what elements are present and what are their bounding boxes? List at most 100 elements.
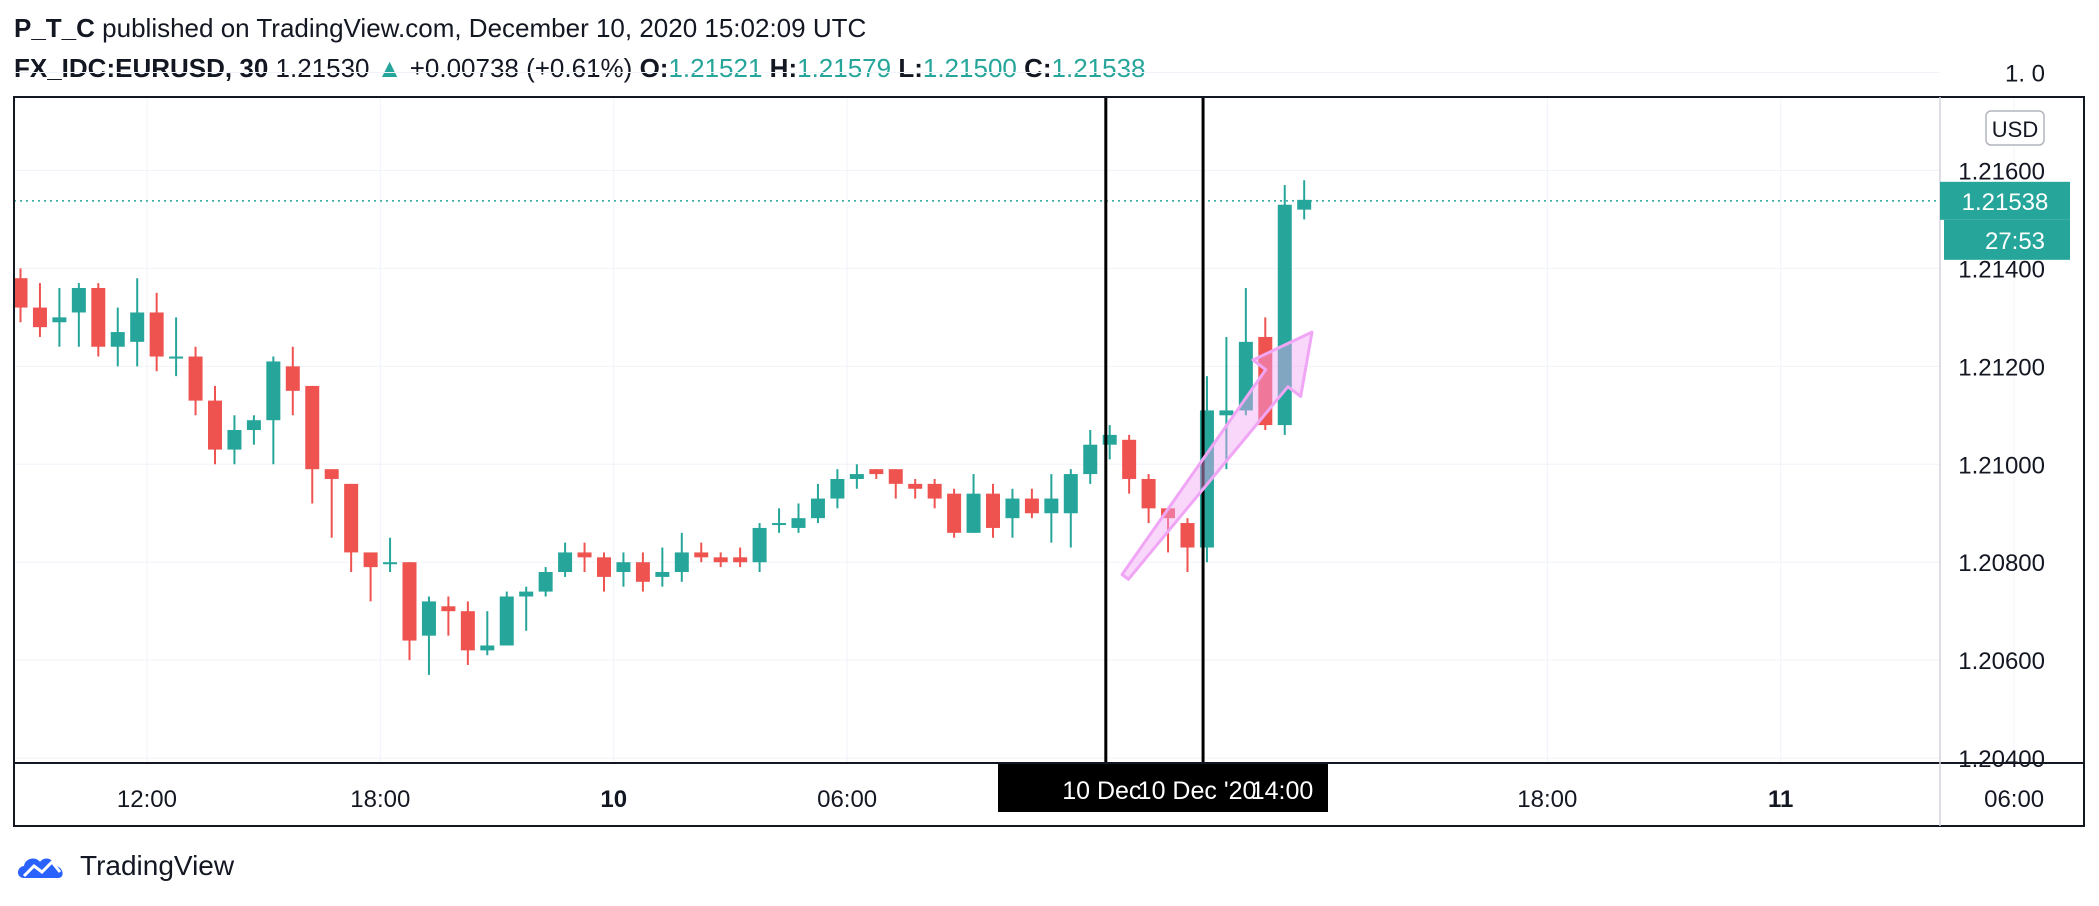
candle-body	[655, 572, 670, 577]
candle	[285, 346, 300, 416]
x-tick-label: 10	[600, 786, 627, 813]
candle-body	[208, 400, 222, 450]
candle-body	[1063, 474, 1078, 514]
candle	[149, 292, 164, 372]
x-tick-label: 11	[1768, 786, 1793, 813]
candle	[460, 601, 475, 666]
candle-body	[285, 366, 300, 391]
candle	[986, 483, 1000, 538]
ohlc-line: FX_IDC:EURUSD, 30 1.21530 ▲ +0.00738 (+0…	[14, 48, 1146, 88]
open-value: 1.21521	[668, 53, 763, 83]
candle	[266, 356, 281, 465]
candle-body	[149, 312, 164, 357]
candle-body	[1180, 523, 1195, 548]
candle-body	[752, 527, 767, 563]
candle	[227, 415, 242, 465]
candle-body	[966, 493, 981, 533]
candle-body	[441, 606, 456, 612]
candle-body	[1141, 478, 1156, 509]
candle	[597, 552, 611, 592]
high-value: 1.21579	[797, 53, 892, 83]
x-tick-label: 06:00	[1984, 786, 2044, 813]
candle-body	[869, 469, 884, 475]
axes	[13, 96, 2085, 827]
candle-body	[1122, 439, 1137, 479]
candle-body	[499, 596, 514, 646]
candle-body	[810, 498, 825, 519]
candle-body	[460, 611, 475, 651]
candle-body	[1277, 204, 1292, 426]
candle-body	[558, 552, 573, 573]
candle-body	[1102, 434, 1117, 445]
y-tick-label: 1.21400	[1958, 256, 2045, 283]
candle-body	[305, 385, 320, 470]
candle-body	[421, 601, 436, 636]
candle-body	[246, 420, 261, 430]
candle	[169, 317, 184, 377]
candle	[1102, 425, 1117, 460]
arrow-drawing	[1120, 330, 1314, 581]
symbol-label[interactable]: FX_IDC:EURUSD, 30	[14, 53, 269, 83]
candle-body	[266, 361, 281, 421]
chart-header: P_T_C published on TradingView.com, Dece…	[14, 8, 1146, 88]
price-tag-bg	[1940, 181, 2070, 220]
candle	[558, 542, 573, 577]
up-triangle-icon: ▲	[376, 53, 403, 83]
candle	[1219, 336, 1234, 470]
chart-frame	[13, 96, 2085, 827]
candle	[772, 508, 787, 533]
last-price: 1.21530	[275, 53, 370, 83]
time-label-2: 10 Dec '20	[1138, 777, 1257, 805]
candle-body	[538, 572, 553, 592]
candle	[947, 488, 962, 538]
candle	[305, 385, 320, 504]
candle-body	[91, 287, 106, 347]
candle	[519, 586, 534, 631]
candle	[71, 283, 86, 347]
time-label-box	[998, 764, 1328, 812]
candle-body	[635, 562, 650, 582]
countdown-bg	[1944, 219, 2070, 260]
candle	[849, 464, 864, 489]
y-tick-label: 1.21000	[1958, 452, 2045, 479]
candle	[1122, 434, 1137, 494]
y-tick-label: 1.21600	[1958, 158, 2045, 185]
cloud-logo-icon	[18, 858, 63, 878]
candle	[1005, 488, 1020, 538]
candle-body	[169, 356, 184, 359]
price-change: +0.00738 (+0.61%)	[409, 53, 633, 83]
candle	[32, 283, 47, 337]
y-tick-label: 1.20600	[1958, 648, 2045, 675]
candle-body	[849, 474, 864, 479]
candle-body	[519, 591, 534, 597]
y-tick-label: 1.20800	[1958, 550, 2045, 577]
currency-box	[1985, 110, 2045, 146]
time-label-3: 14:00	[1251, 777, 1314, 805]
candle-body	[110, 332, 125, 347]
candle-body	[1219, 410, 1234, 416]
candle-body	[363, 552, 378, 568]
candle-body	[188, 356, 203, 401]
candle-body	[888, 469, 903, 484]
candle	[324, 469, 339, 538]
candle	[635, 552, 650, 592]
candle	[441, 596, 456, 636]
tradingview-logo[interactable]: TradingView	[14, 848, 234, 884]
candle	[1258, 317, 1273, 430]
countdown-label: 27:53	[1985, 228, 2045, 255]
candle-body	[791, 518, 806, 528]
candle-body	[733, 557, 748, 563]
candle	[13, 268, 28, 323]
candle	[208, 385, 222, 465]
author-name[interactable]: P_T_C	[14, 13, 95, 43]
candle-body	[772, 523, 787, 526]
candle-body	[227, 430, 242, 450]
candle-body	[480, 645, 495, 651]
candle-body	[597, 557, 611, 577]
candle	[655, 547, 670, 587]
candle	[188, 346, 203, 416]
candle	[1044, 474, 1059, 543]
currency-label: USD	[1992, 117, 2038, 142]
candle-body	[947, 493, 962, 533]
